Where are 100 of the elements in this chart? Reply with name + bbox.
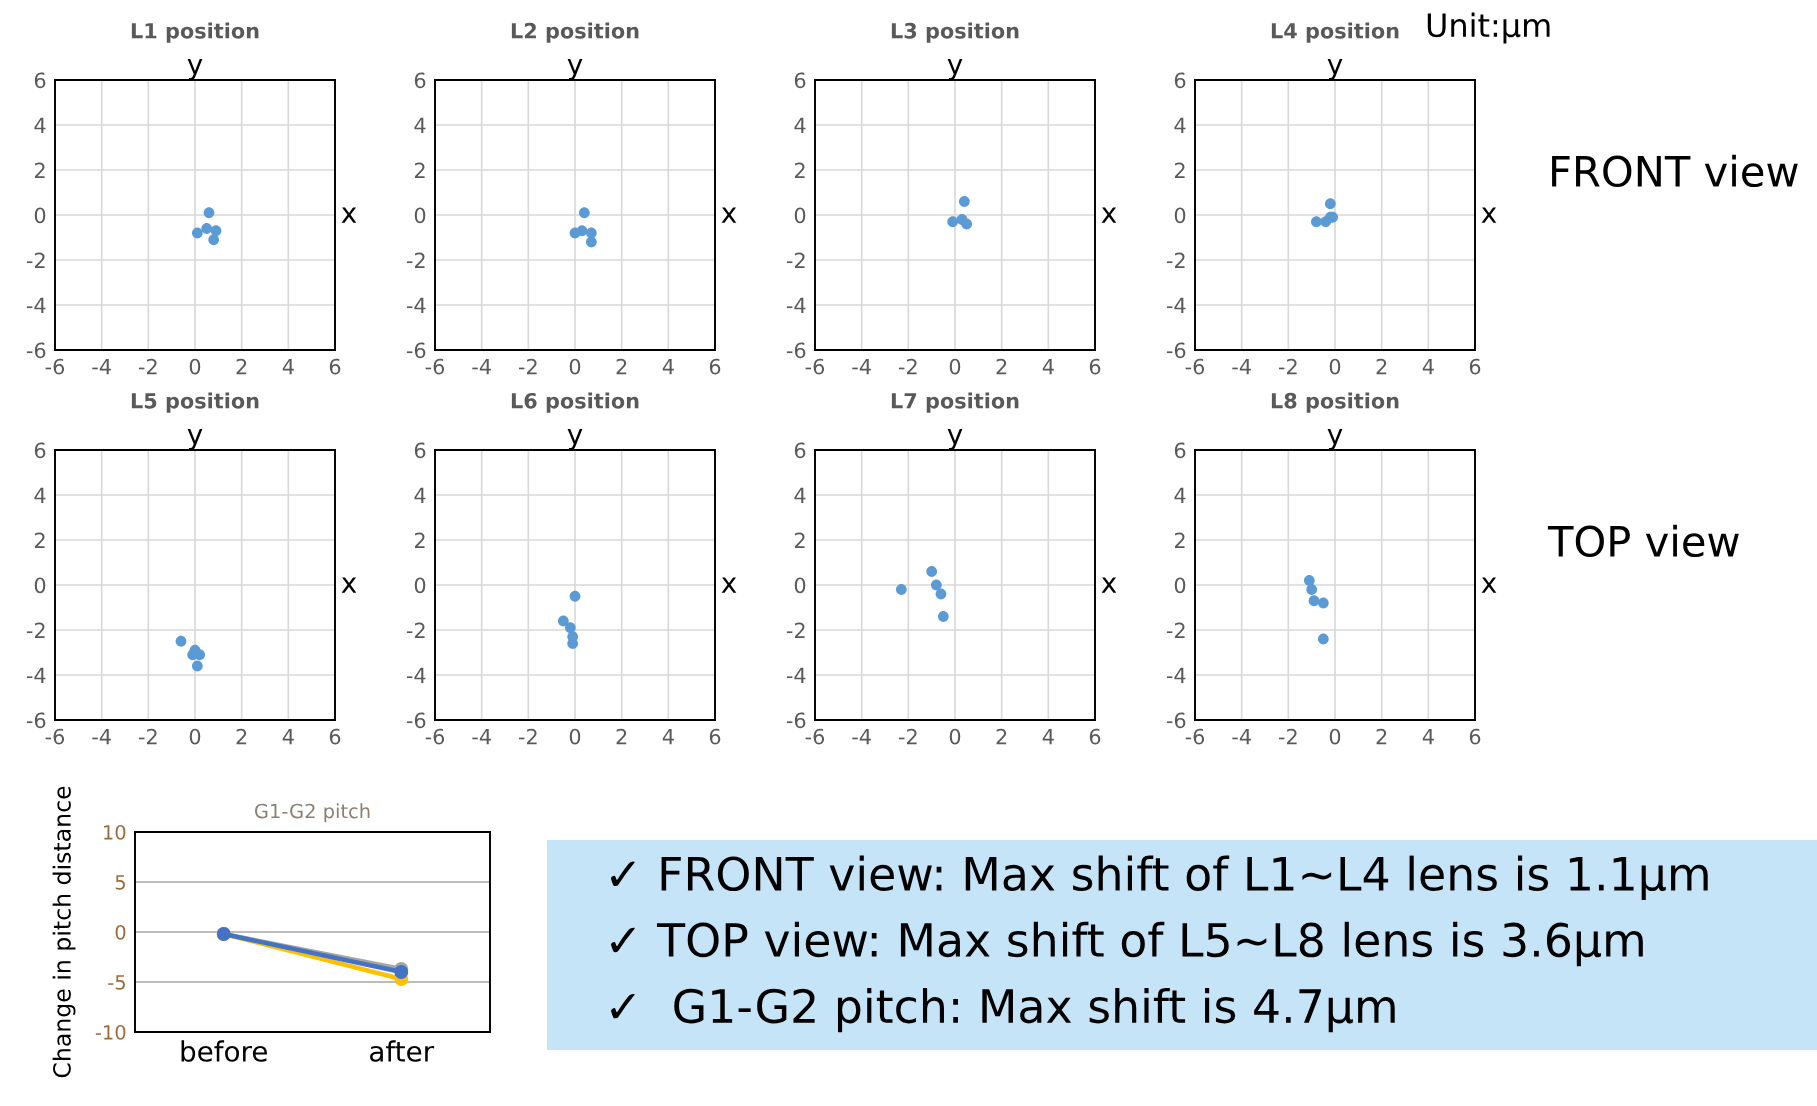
point bbox=[1303, 575, 1315, 586]
x-tick-label: -6 bbox=[1185, 728, 1205, 745]
y-tick-label: 4 bbox=[414, 117, 426, 133]
x-tick-label: -4 bbox=[92, 728, 111, 745]
x-tick-label: 4 bbox=[662, 358, 674, 375]
point bbox=[191, 660, 203, 672]
point bbox=[576, 225, 588, 237]
y-tick-label: 6 bbox=[414, 72, 426, 89]
y-tick-label: -2 bbox=[26, 622, 45, 638]
point bbox=[961, 218, 973, 230]
point bbox=[958, 196, 970, 207]
y-tick-label: -6 bbox=[786, 342, 806, 359]
text: FRONT view bbox=[1552, 154, 1798, 188]
y-tick-label: 2 bbox=[794, 532, 805, 548]
x-tick-label: 0 bbox=[569, 358, 581, 375]
y-tick-label: 0 bbox=[414, 207, 426, 224]
x-tick-label: 0 bbox=[1329, 728, 1341, 745]
y-tick-label: -2 bbox=[26, 252, 45, 268]
x-tick-label: 6 bbox=[1089, 358, 1101, 375]
text: ✓ TOP view: Max shift of L5~L8 lens is 3.6µm bbox=[611, 921, 1643, 967]
y-tick-label: 6 bbox=[794, 442, 806, 459]
y-tick-label: 4 bbox=[794, 487, 806, 503]
x-tick-label: 6 bbox=[1089, 728, 1101, 745]
x-tick-label: 0 bbox=[949, 728, 961, 745]
x-tick-label: -6 bbox=[805, 728, 825, 745]
y-tick-label: -4 bbox=[26, 297, 46, 313]
y-tick-label: -6 bbox=[26, 342, 46, 359]
x-tick-label: 6 bbox=[329, 358, 341, 375]
x-tick-label: -6 bbox=[425, 358, 445, 375]
chart-title: L7 position bbox=[891, 392, 1019, 413]
x-tick-label: 4 bbox=[662, 728, 674, 745]
point bbox=[947, 216, 959, 228]
x-tick-label: 0 bbox=[1329, 358, 1341, 375]
y-tick-label: 2 bbox=[414, 532, 425, 548]
y-tick-label: 6 bbox=[794, 72, 806, 89]
x-tick-label: -4 bbox=[852, 358, 871, 375]
y-axis-title: y bbox=[947, 429, 963, 450]
y-tick-label: -2 bbox=[1166, 622, 1185, 638]
y-tick-label: 2 bbox=[34, 162, 45, 178]
y-axis-title: y bbox=[567, 59, 583, 80]
y-tick-label: -4 bbox=[786, 667, 806, 683]
y-axis-title: y bbox=[187, 429, 203, 450]
text: ✓ FRONT view: Max shift of L1~L4 lens is 1.1µm bbox=[611, 855, 1708, 900]
y-tick-label: -6 bbox=[406, 712, 426, 729]
y-tick-label: 6 bbox=[34, 72, 46, 89]
y-tick-label: 0 bbox=[794, 207, 806, 224]
point bbox=[175, 635, 187, 647]
x-tick-label: 2 bbox=[616, 358, 627, 375]
x-tick-label: 4 bbox=[282, 728, 294, 745]
y-tick-label: -2 bbox=[406, 622, 425, 638]
y-tick-label: 4 bbox=[794, 117, 806, 133]
y-tick-label: -6 bbox=[406, 342, 426, 359]
x-axis-title: x bbox=[721, 577, 737, 593]
chart-title: L3 position bbox=[891, 22, 1019, 43]
chart-title: L8 position bbox=[1271, 392, 1399, 413]
point bbox=[191, 227, 203, 239]
x-tick-label: -4 bbox=[852, 728, 871, 745]
x-tick-label: 0 bbox=[949, 358, 961, 375]
y-tick-label: 4 bbox=[34, 487, 46, 503]
text: TOP view bbox=[1547, 524, 1739, 558]
x-axis-title: x bbox=[1101, 207, 1117, 223]
y-tick-label: -6 bbox=[1166, 712, 1186, 729]
x-tick-label: -6 bbox=[45, 358, 65, 375]
x-tick-label: -4 bbox=[1232, 728, 1251, 745]
point bbox=[1324, 198, 1336, 210]
y-tick-label: -4 bbox=[1166, 297, 1186, 313]
x-tick-label: 4 bbox=[1422, 358, 1434, 375]
y-tick-label: 4 bbox=[1174, 117, 1186, 133]
y-tick-label: -4 bbox=[1166, 667, 1186, 683]
y-axis-title: y bbox=[567, 429, 583, 450]
point bbox=[1308, 595, 1320, 607]
y-tick-label: 4 bbox=[414, 487, 426, 503]
y-tick-label: 0 bbox=[115, 924, 126, 940]
point bbox=[930, 579, 942, 591]
y-axis-title: Change in pitch distance bbox=[52, 786, 76, 1078]
point bbox=[578, 207, 590, 219]
y-axis-title: y bbox=[1327, 59, 1343, 80]
point bbox=[564, 622, 576, 634]
point bbox=[585, 236, 597, 248]
text: Unit:µm bbox=[1427, 12, 1550, 44]
x-tick-label: -2 bbox=[138, 358, 157, 375]
x-axis-title: x bbox=[341, 577, 357, 593]
point bbox=[557, 615, 569, 627]
y-tick-label: 2 bbox=[34, 532, 45, 548]
x-axis-title: x bbox=[341, 207, 357, 223]
y-tick-label: 0 bbox=[34, 577, 46, 594]
point bbox=[1310, 216, 1322, 228]
y-tick-label: 0 bbox=[1174, 577, 1186, 594]
x-tick-label: 0 bbox=[189, 728, 201, 745]
x-tick-label: 4 bbox=[282, 358, 294, 375]
y-tick-label: 0 bbox=[34, 207, 46, 224]
point bbox=[1317, 633, 1329, 645]
y-tick-label: 0 bbox=[414, 577, 426, 594]
y-tick-label: 0 bbox=[794, 577, 806, 594]
y-axis-title: y bbox=[1327, 429, 1343, 450]
y-tick-label: 2 bbox=[1174, 532, 1185, 548]
y-axis-title: y bbox=[947, 59, 963, 80]
chart-title: L2 position bbox=[511, 22, 639, 43]
y-tick-label: 6 bbox=[1174, 442, 1186, 459]
y-tick-label: -6 bbox=[786, 712, 806, 729]
